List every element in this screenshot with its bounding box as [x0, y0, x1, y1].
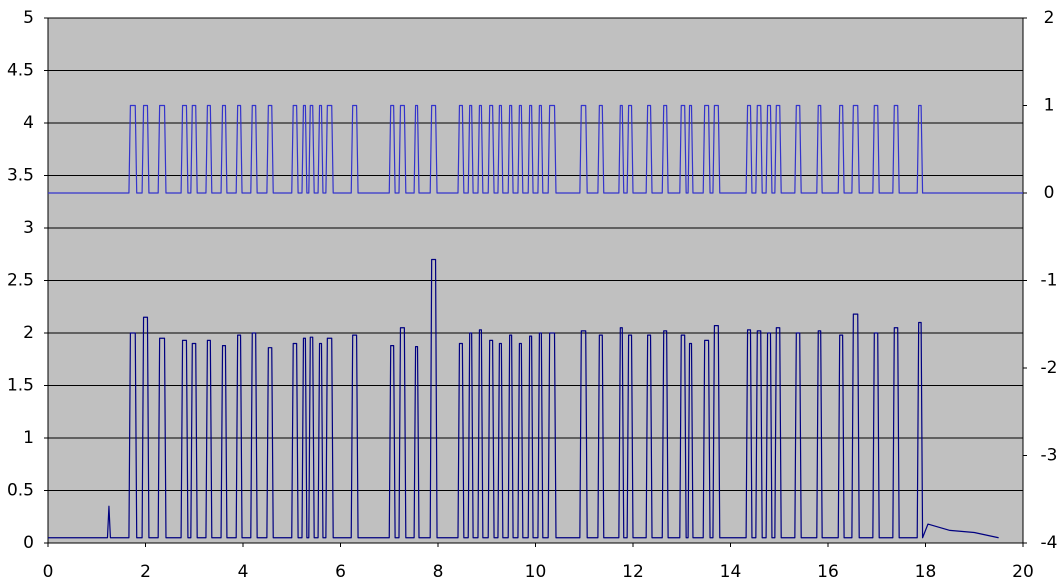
y2-tick-label: 1	[1044, 96, 1055, 116]
x-tick-label: 6	[335, 562, 346, 582]
x-tick-label: 4	[238, 562, 249, 582]
x-tick-label: 8	[433, 562, 444, 582]
x-tick-label: 14	[720, 562, 742, 582]
y2-tick-label: 2	[1044, 8, 1055, 28]
y-tick-label: 1.5	[7, 376, 34, 396]
series-line	[48, 258, 999, 539]
y-tick-label: 1	[23, 428, 34, 448]
y-tick-label: 3.5	[7, 166, 34, 186]
y2-tick-label: -1	[1041, 271, 1058, 291]
x-tick-label: 18	[915, 562, 937, 582]
x-tick-label: 0	[43, 562, 54, 582]
y-tick-label: 4	[23, 113, 34, 133]
y-tick-label: 0.5	[7, 481, 34, 501]
x-tick-label: 2	[140, 562, 151, 582]
y2-tick-label: -2	[1041, 358, 1058, 378]
y2-tick-label: 0	[1044, 183, 1055, 203]
y-tick-label: 0	[23, 533, 34, 553]
y2-tick-label: -3	[1041, 446, 1058, 466]
x-tick-label: 16	[817, 562, 839, 582]
y-tick-label: 5	[23, 8, 34, 28]
y-tick-label: 2	[23, 323, 34, 343]
series-line	[48, 104, 1023, 194]
y-tick-label: 2.5	[7, 271, 34, 291]
x-tick-label: 12	[622, 562, 644, 582]
x-tick-label: 10	[525, 562, 547, 582]
x-tick-label: 20	[1012, 562, 1034, 582]
y2-tick-label: -4	[1041, 533, 1058, 553]
y-tick-label: 4.5	[7, 61, 34, 81]
y-tick-label: 3	[23, 218, 34, 238]
